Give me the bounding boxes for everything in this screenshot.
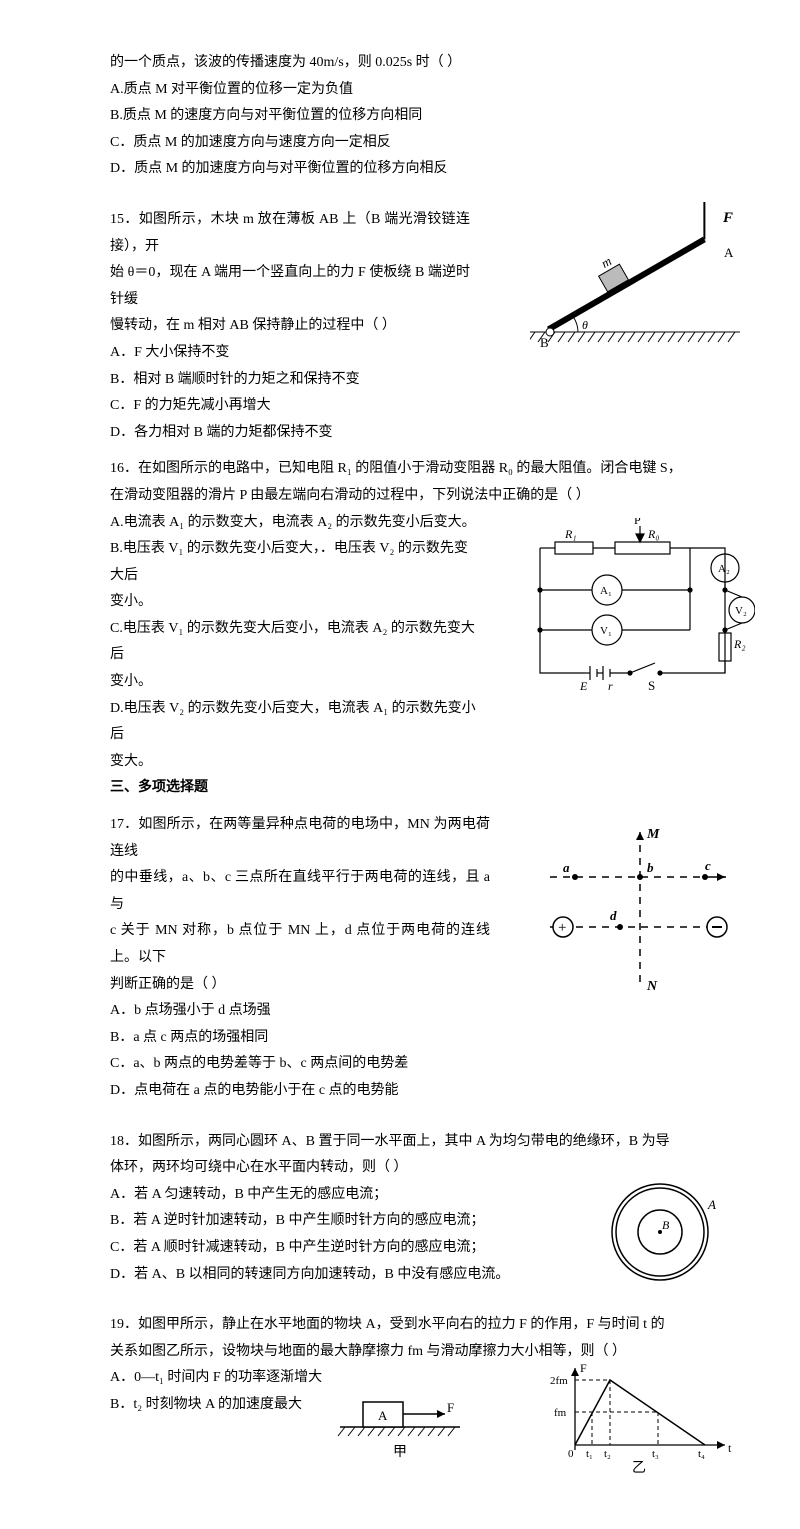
q16-opt-b2: 变小。 (110, 589, 480, 616)
svg-text:b: b (647, 860, 654, 875)
q15-stem-1: 15．如图所示，木块 m 放在薄板 AB 上（B 端光滑铰链连接），开 (110, 207, 470, 260)
q14-opt-b: B.质点 M 的速度方向与对平衡位置的位移方向相同 (110, 103, 720, 130)
q17-opt-c: C．a、b 两点的电势差等于 b、c 两点间的电势差 (110, 1051, 490, 1078)
q14-opt-c: C．质点 M 的加速度方向与速度方向一定相反 (110, 130, 720, 157)
q15-opt-d: D．各力相对 B 端的力矩都保持不变 (110, 420, 470, 447)
q18-stem-1: 18．如图所示，两同心圆环 A、B 置于同一水平面上，其中 A 为均匀带电的绝缘… (110, 1129, 720, 1156)
svg-text:a: a (563, 860, 570, 875)
q14-opt-a: A.质点 M 对平衡位置的位移一定为负值 (110, 77, 720, 104)
q16-stem-1: 16．在如图所示的电路中，已知电阻 R₁ 的阻值小于滑动变阻器 R₀ 的最大阻值… (110, 456, 720, 483)
q17-stem-4: 判断正确的是（ ） (110, 972, 490, 999)
svg-text:R₂: R₂ (733, 637, 746, 651)
q16-opt-a: A.电流表 A₁ 的示数变大，电流表 A₂ 的示数先变小后变大。 (110, 510, 480, 537)
q15-stem-3: 慢转动，在 m 相对 AB 保持静止的过程中（ ） (110, 313, 470, 340)
q17-figure: + M N a b c d (535, 822, 745, 997)
svg-text:B: B (540, 335, 549, 350)
q17-opt-d: D．点电荷在 a 点的电势能小于在 c 点的电势能 (110, 1078, 490, 1105)
svg-text:t₃: t₃ (652, 1448, 659, 1460)
q18-opt-c: C．若 A 顺时针减速转动，B 中产生逆时针方向的感应电流； (110, 1235, 530, 1262)
q19-opt-a: A．0—t₁ 时间内 F 的功率逐渐增大 (110, 1365, 460, 1392)
q17-stem-3: c 关于 MN 对称，b 点位于 MN 上，d 点位于两电荷的连线上。以下 (110, 918, 490, 971)
q19-opt-b: B．t₂ 时刻物块 A 的加速度最大 (110, 1392, 460, 1419)
svg-text:t₂: t₂ (604, 1448, 611, 1460)
svg-text:0: 0 (568, 1448, 574, 1460)
q15-figure: m F A B θ (530, 202, 750, 352)
q16-opt-b1: B.电压表 V₁ 的示数先变小后变大，．电压表 V₂ 的示数先变大后 (110, 536, 480, 589)
svg-text:t₁: t₁ (586, 1448, 593, 1460)
svg-text:θ: θ (582, 318, 588, 332)
svg-text:F: F (722, 210, 733, 226)
q16-stem-2: 在滑动变阻器的滑片 P 由最左端向右滑动的过程中，下列说法中正确的是（ ） (110, 483, 720, 510)
q14-opt-d: D．质点 M 的加速度方向与对平衡位置的位移方向相反 (110, 156, 720, 183)
svg-text:M: M (646, 827, 660, 842)
q15-opt-c: C．F 的力矩先减小再增大 (110, 393, 470, 420)
svg-text:+: + (558, 920, 566, 936)
svg-text:t: t (728, 1441, 732, 1455)
svg-text:甲: 甲 (393, 1445, 407, 1460)
svg-text:乙: 乙 (632, 1460, 646, 1475)
q17-opt-b: B．a 点 c 两点的场强相同 (110, 1025, 490, 1052)
svg-text:t₄: t₄ (698, 1448, 705, 1460)
q15-opt-b: B．相对 B 端顺时针的力矩之和保持不变 (110, 367, 470, 394)
section-3-title: 三、多项选择题 (110, 775, 720, 802)
q15-opt-a: A．F 大小保持不变 (110, 340, 470, 367)
svg-text:V₂: V₂ (735, 605, 747, 617)
q18-opt-d: D．若 A、B 以相同的转速同方向加速转动，B 中没有感应电流。 (110, 1262, 530, 1289)
svg-text:N: N (646, 979, 658, 994)
q18-opt-a: A．若 A 匀速转动，B 中产生无的感应电流； (110, 1182, 530, 1209)
q16-opt-d2: 变大。 (110, 749, 480, 776)
q18-opt-b: B．若 A 逆时针加速转动，B 中产生顺时针方向的感应电流； (110, 1208, 530, 1235)
q16-opt-d1: D.电压表 V₂ 的示数先变小后变大，电流表 A₁ 的示数先变小后 (110, 696, 480, 749)
q18-stem-2: 体环，两环均可绕中心在水平面内转动，则（ ） (110, 1155, 720, 1182)
q16-opt-c1: C.电压表 V₁ 的示数先变大后变小，电流表 A₂ 的示数先变大后 (110, 616, 480, 669)
q17-stem-1: 17．如图所示，在两等量异种点电荷的电场中，MN 为两电荷连线 (110, 812, 490, 865)
q19-stem-1: 19．如图甲所示，静止在水平地面的物块 A，受到水平向右的拉力 F 的作用，F … (110, 1312, 720, 1339)
svg-text:A: A (724, 245, 734, 260)
q17-opt-a: A．b 点场强小于 d 点场强 (110, 998, 490, 1025)
q19-stem-2: 关系如图乙所示，设物块与地面的最大静摩擦力 fm 与滑动摩擦力大小相等，则（ ） (110, 1339, 720, 1366)
q16-opt-c2: 变小。 (110, 669, 480, 696)
q14-tail: 的一个质点，该波的传播速度为 40m/s，则 0.025s 时（ ） (110, 50, 720, 77)
svg-text:d: d (610, 908, 617, 923)
q15-stem-2: 始 θ＝0，现在 A 端用一个竖直向上的力 F 使板绕 B 端逆时针缓 (110, 260, 470, 313)
q17-stem-2: 的中垂线，a、b、c 三点所在直线平行于两电荷的连线，且 a 与 (110, 865, 490, 918)
svg-text:c: c (705, 858, 711, 873)
